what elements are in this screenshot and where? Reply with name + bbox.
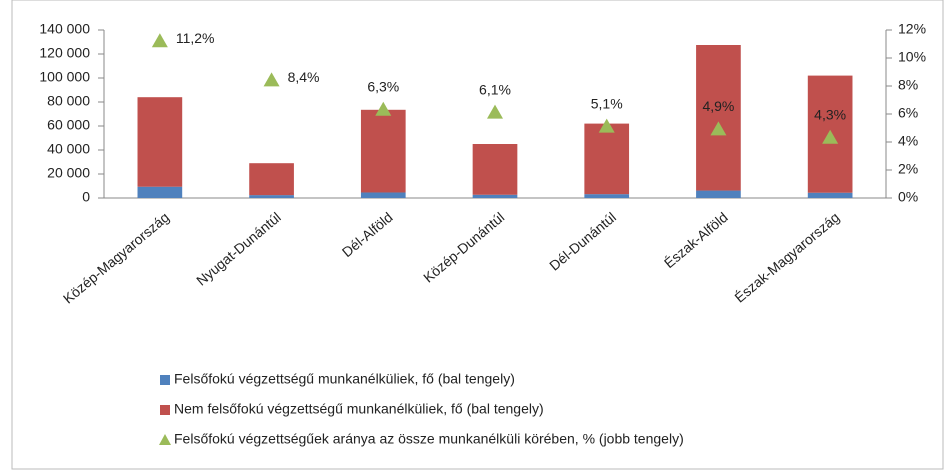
data-label: 4,3% <box>814 107 846 123</box>
data-label: 11,2% <box>176 30 215 46</box>
data-label: 6,3% <box>367 79 399 95</box>
bar-segment <box>360 192 406 198</box>
y-tick-label: 0 <box>82 189 90 205</box>
marker <box>598 118 615 133</box>
legend-label: Nem felsőfokú végzettségű munkanélküliek… <box>174 401 544 417</box>
data-label: 5,1% <box>591 95 623 111</box>
legend-swatch <box>160 405 170 415</box>
bar-segment <box>584 194 630 198</box>
y-tick-label: 120 000 <box>39 45 90 61</box>
y2-tick-label: 2% <box>898 161 918 177</box>
y2-tick-label: 8% <box>898 77 918 93</box>
legend-label: Felsőfokú végzettségű munkanélküliek, fő… <box>174 371 515 387</box>
legend-swatch <box>160 375 170 385</box>
bar-segment <box>249 195 294 198</box>
y-tick-label: 80 000 <box>47 93 90 109</box>
bar-segment <box>137 97 183 187</box>
legend-swatch <box>159 434 171 445</box>
bar-segment <box>249 163 294 196</box>
marker <box>487 104 503 119</box>
bar-segment <box>696 190 741 198</box>
y2-tick-label: 0% <box>898 189 918 205</box>
bar-segment <box>584 123 630 195</box>
bar-segment <box>696 45 741 191</box>
y-tick-label: 140 000 <box>39 21 90 37</box>
y2-tick-label: 10% <box>898 49 926 65</box>
marker <box>375 101 392 116</box>
chart-frame <box>11 0 944 470</box>
y-tick-label: 100 000 <box>39 69 90 85</box>
bar-segment <box>807 192 853 198</box>
marker <box>710 121 727 136</box>
y-tick-label: 20 000 <box>47 165 90 181</box>
bar-segment <box>137 186 183 198</box>
legend-label: Felsőfokú végzettségűek aránya az össze … <box>174 431 684 447</box>
bar-segment <box>472 194 518 198</box>
y2-tick-label: 12% <box>898 21 926 37</box>
marker <box>151 33 168 48</box>
y2-tick-label: 6% <box>898 105 918 121</box>
data-label: 8,4% <box>288 69 320 85</box>
data-label: 4,9% <box>702 98 734 114</box>
bar-segment <box>472 144 518 195</box>
marker <box>263 72 280 87</box>
y-tick-label: 40 000 <box>47 141 90 157</box>
marker <box>822 129 839 144</box>
data-label: 6,1% <box>479 81 511 97</box>
y2-tick-label: 4% <box>898 133 918 149</box>
bar-segment <box>360 109 406 193</box>
y-tick-label: 60 000 <box>47 117 90 133</box>
